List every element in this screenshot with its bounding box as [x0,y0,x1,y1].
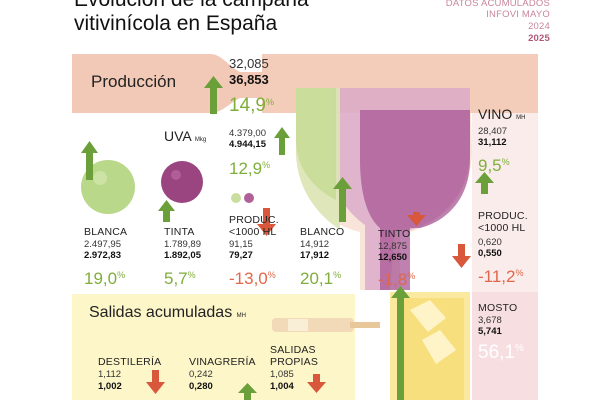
propias-prev: 1,085 [270,369,294,380]
uva-pct: 12,9% [229,159,271,178]
red-grape-icon [161,161,203,203]
salidas-label: Salidas acumuladas MH [89,304,246,321]
arrow-up-icon [81,141,98,180]
propias-label-2: PROPIAS [270,356,319,368]
header-year-curr: 2025 [528,33,550,44]
vinagreria-curr: 0,280 [189,381,213,392]
blanco-curr: 17,912 [300,250,330,261]
arrow-up-icon [475,172,494,194]
page-title-line-1: Evolución de la campaña [74,0,374,12]
produccion-pct: 14,9% [229,95,274,116]
uva-curr: 4.944,15 [229,139,266,150]
blanca-pct: 19,0% [84,269,126,288]
vinagreria-label: VINAGRERÍA [189,356,256,368]
uva-produc-pct: -13,0% [229,269,276,288]
arrow-down-icon [257,208,276,236]
blanco-pct: 20,1% [300,269,342,288]
mosto-panel [472,292,538,400]
vino-pct: 9,5% [478,156,510,175]
vino-prev: 28,407 [478,126,508,137]
tinta-prev: 1.789,89 [164,239,201,250]
tinto-pct: -1,8% [378,270,416,289]
mosto-label: MOSTO [478,302,518,314]
arrow-up-icon [204,76,223,114]
arrow-down-icon [307,374,326,393]
blanca-label: BLANCA [84,226,128,238]
tinta-label: TINTA [164,226,195,238]
blanca-curr: 2.972,83 [84,250,121,261]
arrow-down-icon [452,244,471,268]
blanco-label: BLANCO [300,226,345,238]
uva-produc-curr: 79,27 [229,250,253,261]
vino-produc-label-1: PRODUC. [478,210,528,222]
header-line-2: INFOVI MAYO [486,9,550,20]
uva-label: UVA Mkg [164,128,207,144]
bottle-illustration [272,318,380,332]
tinto-prev: 12,875 [378,241,408,252]
vino-curr: 31,112 [478,137,507,148]
header-line-1: DATOS ACUMULADOS [445,0,550,9]
mosto-pct: 56,1% [478,342,524,363]
blanco-prev: 14,912 [300,239,330,250]
header-year-prev: 2024 [528,21,550,32]
tinto-curr: 12,650 [378,252,408,263]
wine-glass-illustration [296,88,472,290]
tinta-pct: 5,7% [164,269,196,288]
arrow-up-icon [391,286,410,400]
destileria-prev: 1,112 [98,369,122,380]
vino-produc-pct: -11,2% [478,267,524,286]
destileria-label: DESTILERÍA [98,356,162,368]
page-title: Evolución de la campaña vitivinícola en … [74,0,374,36]
propias-curr: 1,004 [270,381,294,392]
uva-produc-label-2: <1000 HL [229,226,277,238]
uva-produc-label-1: PRODUC. [229,214,279,226]
arrow-down-icon [407,212,426,226]
vino-produc-curr: 0,550 [478,248,502,259]
mosto-curr: 5,741 [478,326,502,337]
white-grape-icon [81,160,135,214]
destileria-curr: 1,002 [98,381,122,392]
vino-produc-prev: 0,620 [478,237,502,248]
propias-label-1: SALIDAS [270,344,316,356]
uva-produc-prev: 91,15 [229,239,253,250]
arrow-down-icon [146,370,165,394]
arrow-up-icon [158,200,175,222]
produccion-prev: 32,085 [229,56,269,71]
arrow-up-icon [333,177,352,222]
blanca-prev: 2.497,95 [84,239,121,250]
vinagreria-prev: 0,242 [189,369,213,380]
tinta-curr: 1.892,05 [164,250,201,261]
arrow-up-icon [274,127,290,155]
uva-prev: 4.379,00 [229,128,266,139]
vino-label: VINO MH [478,106,526,122]
arrow-up-icon [238,383,257,400]
produc-vino-panel [472,113,538,292]
tinto-label: TINTO [378,228,411,240]
mosto-prev: 3,678 [478,315,502,326]
small-grapes-icon [231,193,254,203]
vino-produc-label-2: <1000 HL [478,222,526,234]
page-title-line-2: vitivinícola en España [74,12,278,35]
produccion-curr: 36,853 [229,72,269,87]
produccion-label: Producción [91,72,177,91]
